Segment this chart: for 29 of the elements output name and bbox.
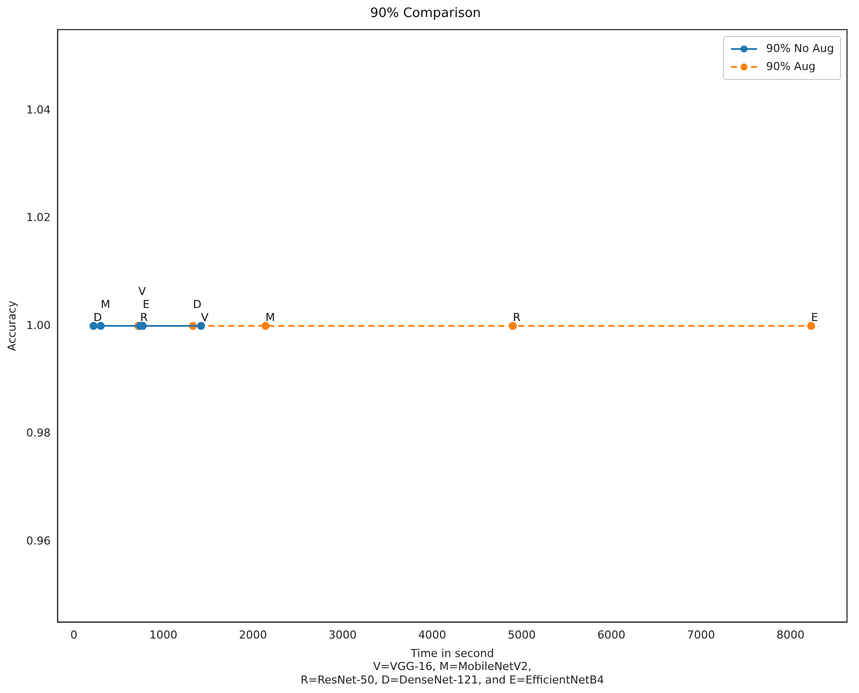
x-tick-label: 6000: [597, 628, 626, 642]
x-tick-label: 4000: [418, 628, 446, 642]
annotation: V: [201, 310, 210, 324]
annotation: V: [138, 284, 146, 298]
x-tick-label: 8000: [776, 628, 805, 642]
x-axis-title: Time in second V=VGG-16, M=MobileNetV2, R=ResNet-50, D=DenseNet-121, and E=EfficientNetB4: [300, 646, 604, 686]
annotation: R: [512, 310, 521, 324]
legend-label: 90% No Aug: [766, 42, 834, 56]
x-tick-label: 2000: [239, 628, 268, 642]
y-axis-title: Accuracy: [5, 300, 18, 352]
legend-label: 90% Aug: [766, 60, 816, 74]
y-tick-label: 1.04: [26, 103, 51, 116]
x-tick-label: 3000: [328, 628, 357, 642]
x-tick-label: 7000: [686, 628, 715, 642]
annotation: M: [100, 298, 110, 311]
y-tick-label: 1.02: [26, 211, 51, 224]
y-tick-label: 0.98: [26, 426, 51, 440]
x-tick-label: 5000: [508, 628, 536, 642]
x-tick-label: 0: [70, 628, 78, 642]
annotation: E: [811, 310, 818, 324]
chart-title: 90% Comparison: [370, 6, 481, 22]
annotation: E: [142, 298, 150, 311]
y-tick-label: 1.00: [26, 318, 51, 332]
x-tick-label: 1000: [149, 628, 178, 642]
annotation: D: [192, 298, 202, 311]
annotation: M: [266, 310, 276, 324]
annotation: D: [94, 310, 102, 324]
annotation: R: [140, 310, 148, 324]
y-tick-label: 0.96: [26, 534, 51, 548]
